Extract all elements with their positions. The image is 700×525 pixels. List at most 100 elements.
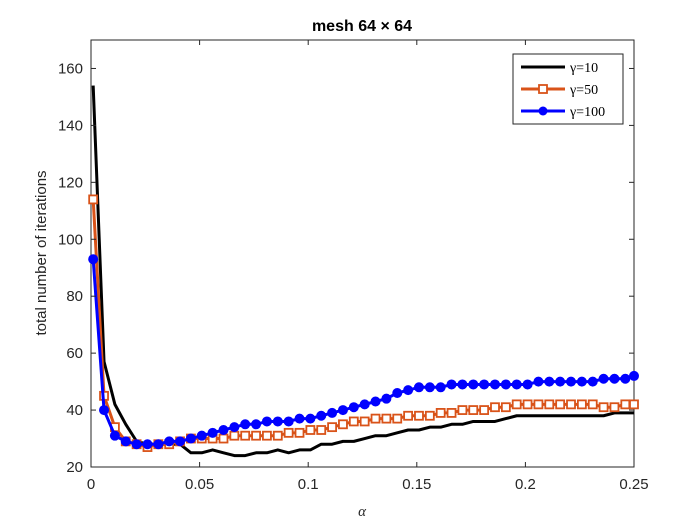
- data-point: [457, 405, 468, 415]
- data-point: [327, 422, 337, 433]
- data-point: [522, 379, 533, 390]
- data-point: [403, 410, 414, 421]
- y-tick-label: 20: [66, 459, 83, 476]
- data-point: [316, 425, 327, 435]
- data-point: [327, 407, 338, 418]
- x-tick-label: 0.15: [402, 476, 431, 493]
- data-point: [348, 402, 359, 413]
- data-point: [337, 405, 348, 416]
- data-point: [511, 379, 522, 390]
- data-point: [88, 194, 99, 205]
- y-tick-label: 120: [58, 174, 83, 191]
- x-tick-label: 0.2: [515, 476, 536, 493]
- data-point: [511, 399, 522, 410]
- data-point: [185, 433, 196, 444]
- data-point: [500, 379, 511, 390]
- data-point: [587, 399, 598, 410]
- y-tick-label: 40: [66, 402, 83, 419]
- data-point: [316, 410, 327, 421]
- data-point: [109, 430, 120, 441]
- chart-title: mesh 64 × 64: [312, 18, 412, 35]
- legend-marker: [538, 84, 548, 94]
- data-point: [598, 373, 609, 384]
- data-point: [229, 422, 240, 433]
- data-point: [424, 382, 435, 393]
- data-point: [576, 399, 587, 410]
- data-point: [392, 387, 403, 398]
- data-point: [576, 376, 587, 387]
- data-point: [251, 419, 262, 430]
- data-point: [131, 439, 142, 450]
- data-point: [305, 425, 316, 435]
- data-point: [272, 430, 283, 441]
- data-point: [500, 402, 511, 413]
- legend-marker: [538, 106, 548, 116]
- data-point: [468, 379, 479, 390]
- data-point: [218, 433, 229, 444]
- legend-label-1: γ=10: [569, 61, 598, 76]
- data-point: [479, 405, 490, 415]
- data-point: [359, 399, 370, 410]
- data-point: [164, 436, 175, 447]
- data-point: [489, 379, 500, 390]
- data-point: [566, 399, 576, 410]
- y-tick-label: 160: [58, 60, 83, 77]
- data-point: [272, 416, 283, 427]
- data-point: [413, 382, 424, 393]
- data-point: [555, 376, 566, 387]
- data-point: [555, 399, 566, 410]
- data-point: [251, 430, 261, 441]
- legend-label-3: γ=100: [569, 105, 605, 120]
- data-point: [175, 436, 186, 447]
- data-point: [533, 399, 544, 410]
- x-axis-label: α: [358, 504, 367, 520]
- data-point: [294, 427, 305, 438]
- data-point: [142, 439, 153, 450]
- legend-label-2: γ=50: [569, 83, 598, 98]
- data-point: [446, 379, 457, 390]
- data-point: [629, 370, 639, 381]
- data-point: [446, 408, 457, 418]
- data-point: [338, 419, 348, 430]
- data-point: [261, 416, 272, 427]
- data-point: [196, 430, 207, 441]
- x-tick-label: 0.05: [185, 476, 214, 493]
- series-line-1: [91, 85, 634, 458]
- data-point: [392, 413, 403, 424]
- data-point: [262, 430, 272, 441]
- data-point: [620, 399, 631, 410]
- data-point: [370, 396, 381, 407]
- data-point: [479, 379, 490, 390]
- data-point: [414, 410, 424, 421]
- data-point: [435, 382, 446, 393]
- data-point: [424, 410, 435, 421]
- data-point: [490, 402, 500, 413]
- data-point: [229, 430, 240, 441]
- x-tick-label: 0.25: [619, 476, 648, 493]
- y-tick-label: 100: [58, 231, 83, 248]
- data-point: [566, 376, 577, 387]
- data-point: [533, 376, 544, 387]
- data-point: [218, 424, 229, 435]
- data-point: [435, 408, 446, 418]
- data-point: [348, 416, 359, 427]
- y-axis-label: total number of iterations: [33, 170, 50, 335]
- data-point: [609, 402, 620, 413]
- data-point: [544, 376, 555, 387]
- data-point: [207, 427, 218, 438]
- data-point: [305, 413, 316, 424]
- data-point: [120, 436, 131, 447]
- data-point: [457, 379, 468, 390]
- data-point: [359, 416, 370, 427]
- x-tick-label: 0.1: [298, 476, 319, 493]
- x-tick-label: 0: [87, 476, 95, 493]
- data-point: [370, 413, 381, 424]
- data-point: [88, 254, 99, 265]
- data-point: [620, 373, 631, 384]
- data-point: [381, 413, 392, 424]
- data-point: [629, 399, 639, 410]
- data-point: [544, 399, 555, 410]
- y-tick-label: 80: [66, 288, 83, 305]
